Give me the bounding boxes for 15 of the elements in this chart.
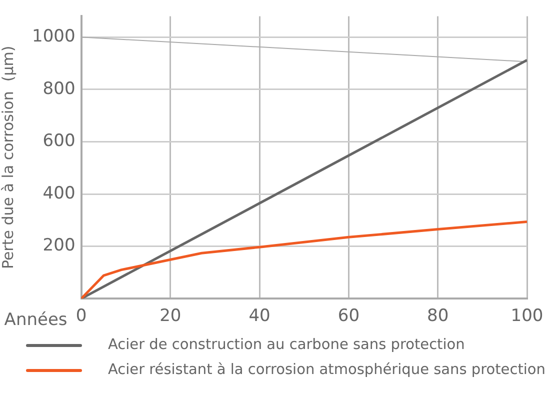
x-axis-title: Années [4,310,68,330]
y-tick-label: 1000 [32,26,76,47]
x-tick-label: 100 [510,306,544,326]
y-tick-label: 800 [42,78,76,99]
y-tick-label: 200 [42,236,76,256]
x-tick-label: 20 [160,306,182,326]
y-tick-label: 600 [42,131,76,152]
x-tick-label: 0 [76,306,87,326]
y-tick-label: 400 [42,183,76,204]
legend-label: Acier de construction au carbone sans protection [108,336,466,355]
legend-label: Acier résistant à la corrosion atmosphérique sans protection [108,361,546,380]
y-axis-title: Perte due à la corrosion (µm) [0,46,17,270]
x-tick-label: 80 [427,306,449,326]
x-tick-label: 40 [248,306,270,326]
x-tick-label: 60 [338,306,360,326]
